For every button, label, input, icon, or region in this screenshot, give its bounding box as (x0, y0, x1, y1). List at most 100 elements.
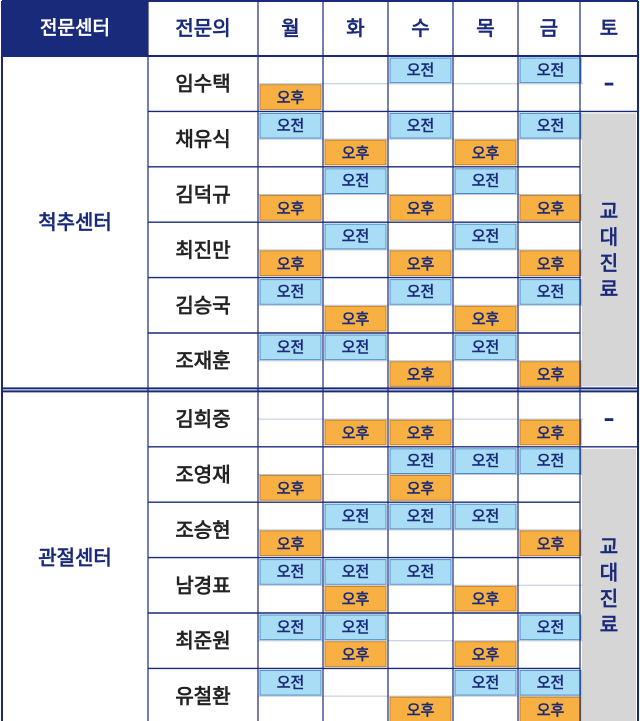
pm-slot (259, 195, 322, 221)
pm-slot-label: 오후 (277, 255, 305, 273)
pm-slot (519, 361, 582, 387)
am-slot-label: 오전 (277, 282, 305, 300)
doctor-name: 최준원 (175, 629, 230, 653)
doctor-name: 조재훈 (175, 349, 230, 373)
am-slot-label: 오전 (472, 507, 500, 525)
pm-slot (519, 195, 582, 221)
saturday-closed-mark: – (604, 407, 615, 432)
pm-slot (519, 696, 582, 721)
center-name: 척추센터 (38, 210, 112, 234)
am-slot-label: 오전 (342, 562, 370, 580)
am-slot (324, 559, 387, 585)
am-slot (259, 559, 322, 585)
am-slot-label: 오전 (472, 452, 500, 470)
pm-slot-label: 오후 (277, 535, 305, 553)
am-slot-label: 오전 (277, 673, 305, 691)
am-slot (454, 168, 517, 195)
header-center-cell (2, 0, 148, 56)
am-slot (519, 448, 582, 474)
am-slot (519, 112, 582, 139)
header-day-4: 금 (540, 16, 558, 40)
am-slot-label: 오전 (472, 227, 500, 245)
pm-slot (259, 475, 322, 501)
am-slot (389, 112, 452, 139)
am-slot (519, 614, 582, 641)
pm-slot-label: 오후 (472, 590, 500, 608)
am-slot (259, 669, 322, 696)
am-slot-label: 오전 (342, 618, 370, 636)
am-slot (389, 503, 452, 530)
am-slot-label: 오전 (277, 116, 305, 134)
saturday-rotation-cell (582, 448, 636, 721)
am-slot (259, 112, 322, 139)
am-slot (454, 223, 517, 250)
pm-slot (324, 305, 387, 332)
am-slot-label: 오전 (537, 282, 565, 300)
pm-slot-label: 오후 (472, 144, 500, 162)
saturday-rotation-cell (582, 113, 636, 387)
am-slot-label: 오전 (537, 61, 565, 79)
doctor-name: 임수택 (175, 72, 230, 96)
pm-slot-label: 오후 (537, 255, 565, 273)
am-slot (454, 669, 517, 696)
pm-slot (519, 250, 582, 277)
header-day-3: 목 (476, 16, 494, 40)
pm-slot-label: 오후 (407, 199, 435, 217)
am-slot (519, 279, 582, 305)
am-slot-label: 오전 (342, 507, 370, 525)
pm-slot-label: 오후 (537, 535, 565, 553)
am-slot-label: 오전 (537, 116, 565, 134)
pm-slot (389, 696, 452, 721)
pm-slot-label: 오후 (537, 424, 565, 442)
doctor-name: 채유식 (175, 127, 230, 151)
doctor-name: 조승현 (175, 518, 230, 542)
saturday-closed-mark: – (604, 71, 615, 96)
pm-slot (389, 195, 452, 221)
doctor-name: 김희중 (175, 407, 230, 431)
doctor-name: 김승국 (175, 293, 230, 317)
am-slot-label: 오전 (277, 338, 305, 356)
pm-slot (519, 419, 582, 446)
pm-slot (389, 361, 452, 387)
doctor-name: 조영재 (175, 463, 230, 487)
header-day-0: 월 (281, 16, 299, 40)
am-slot-label: 오전 (537, 452, 565, 470)
am-slot-label: 오전 (277, 618, 305, 636)
pm-slot (454, 139, 517, 166)
am-slot-label: 오전 (342, 172, 370, 190)
am-slot-label: 오전 (407, 116, 435, 134)
am-slot-label: 오전 (407, 507, 435, 525)
pm-slot-label: 오후 (407, 255, 435, 273)
pm-slot (259, 250, 322, 277)
header-day-2: 수 (411, 16, 429, 40)
am-slot (324, 168, 387, 195)
doctor-name: 남경표 (175, 573, 230, 597)
am-slot (324, 503, 387, 530)
am-slot (454, 334, 517, 361)
pm-slot-label: 오후 (342, 144, 370, 162)
am-slot-label: 오전 (472, 172, 500, 190)
pm-slot-label: 오후 (342, 424, 370, 442)
doctor-name: 유철환 (175, 684, 231, 708)
pm-slot-label: 오후 (342, 590, 370, 608)
pm-slot (324, 139, 387, 166)
pm-slot (324, 419, 387, 446)
am-slot (389, 57, 452, 84)
pm-slot (454, 305, 517, 332)
am-slot (324, 334, 387, 361)
pm-slot-label: 오후 (407, 366, 435, 384)
pm-slot (454, 641, 517, 667)
am-slot-label: 오전 (342, 227, 370, 245)
pm-slot (454, 585, 517, 612)
am-slot (259, 279, 322, 305)
pm-slot-label: 오후 (407, 701, 435, 719)
am-slot-label: 오전 (472, 673, 500, 691)
am-slot-label: 오전 (472, 338, 500, 356)
am-slot (454, 503, 517, 530)
am-slot-label: 오전 (407, 562, 435, 580)
am-slot (389, 279, 452, 305)
am-slot (324, 614, 387, 641)
